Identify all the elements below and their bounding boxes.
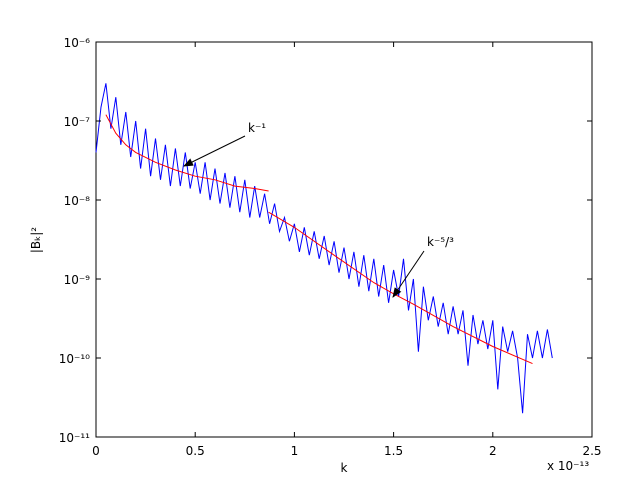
y-axis-label: |Bₖ|² bbox=[29, 227, 43, 253]
x-tick-label: 0 bbox=[92, 444, 100, 458]
plot-area bbox=[95, 83, 553, 414]
annotation: k⁻⁵/³ bbox=[427, 235, 454, 249]
plot-frame bbox=[95, 41, 593, 438]
x-tick-label: 1 bbox=[291, 444, 299, 458]
x-tick-label: 0.5 bbox=[186, 444, 205, 458]
y-tick-label: 10⁻⁸ bbox=[64, 194, 91, 208]
y-tick-label: 10⁻¹¹ bbox=[59, 431, 90, 445]
y-tick-label: 10⁻⁷ bbox=[64, 115, 91, 129]
x-axis-label: k bbox=[341, 461, 348, 475]
y-tick-label: 10⁻¹⁰ bbox=[59, 352, 90, 366]
series-line bbox=[95, 83, 553, 414]
y-tick-label: 10⁻⁶ bbox=[64, 36, 91, 50]
x-tick-label: 2 bbox=[489, 444, 497, 458]
x-axis-multiplier: x 10⁻¹³ bbox=[547, 459, 589, 473]
annotation-arrow bbox=[183, 135, 246, 167]
y-tick-label: 10⁻⁹ bbox=[64, 273, 91, 287]
series-line bbox=[105, 114, 269, 192]
annotation-arrow bbox=[392, 250, 425, 298]
annotation: k⁻¹ bbox=[248, 121, 266, 135]
series-line bbox=[268, 211, 533, 365]
x-tick-label: 2.5 bbox=[582, 444, 601, 458]
x-tick-label: 1.5 bbox=[384, 444, 403, 458]
